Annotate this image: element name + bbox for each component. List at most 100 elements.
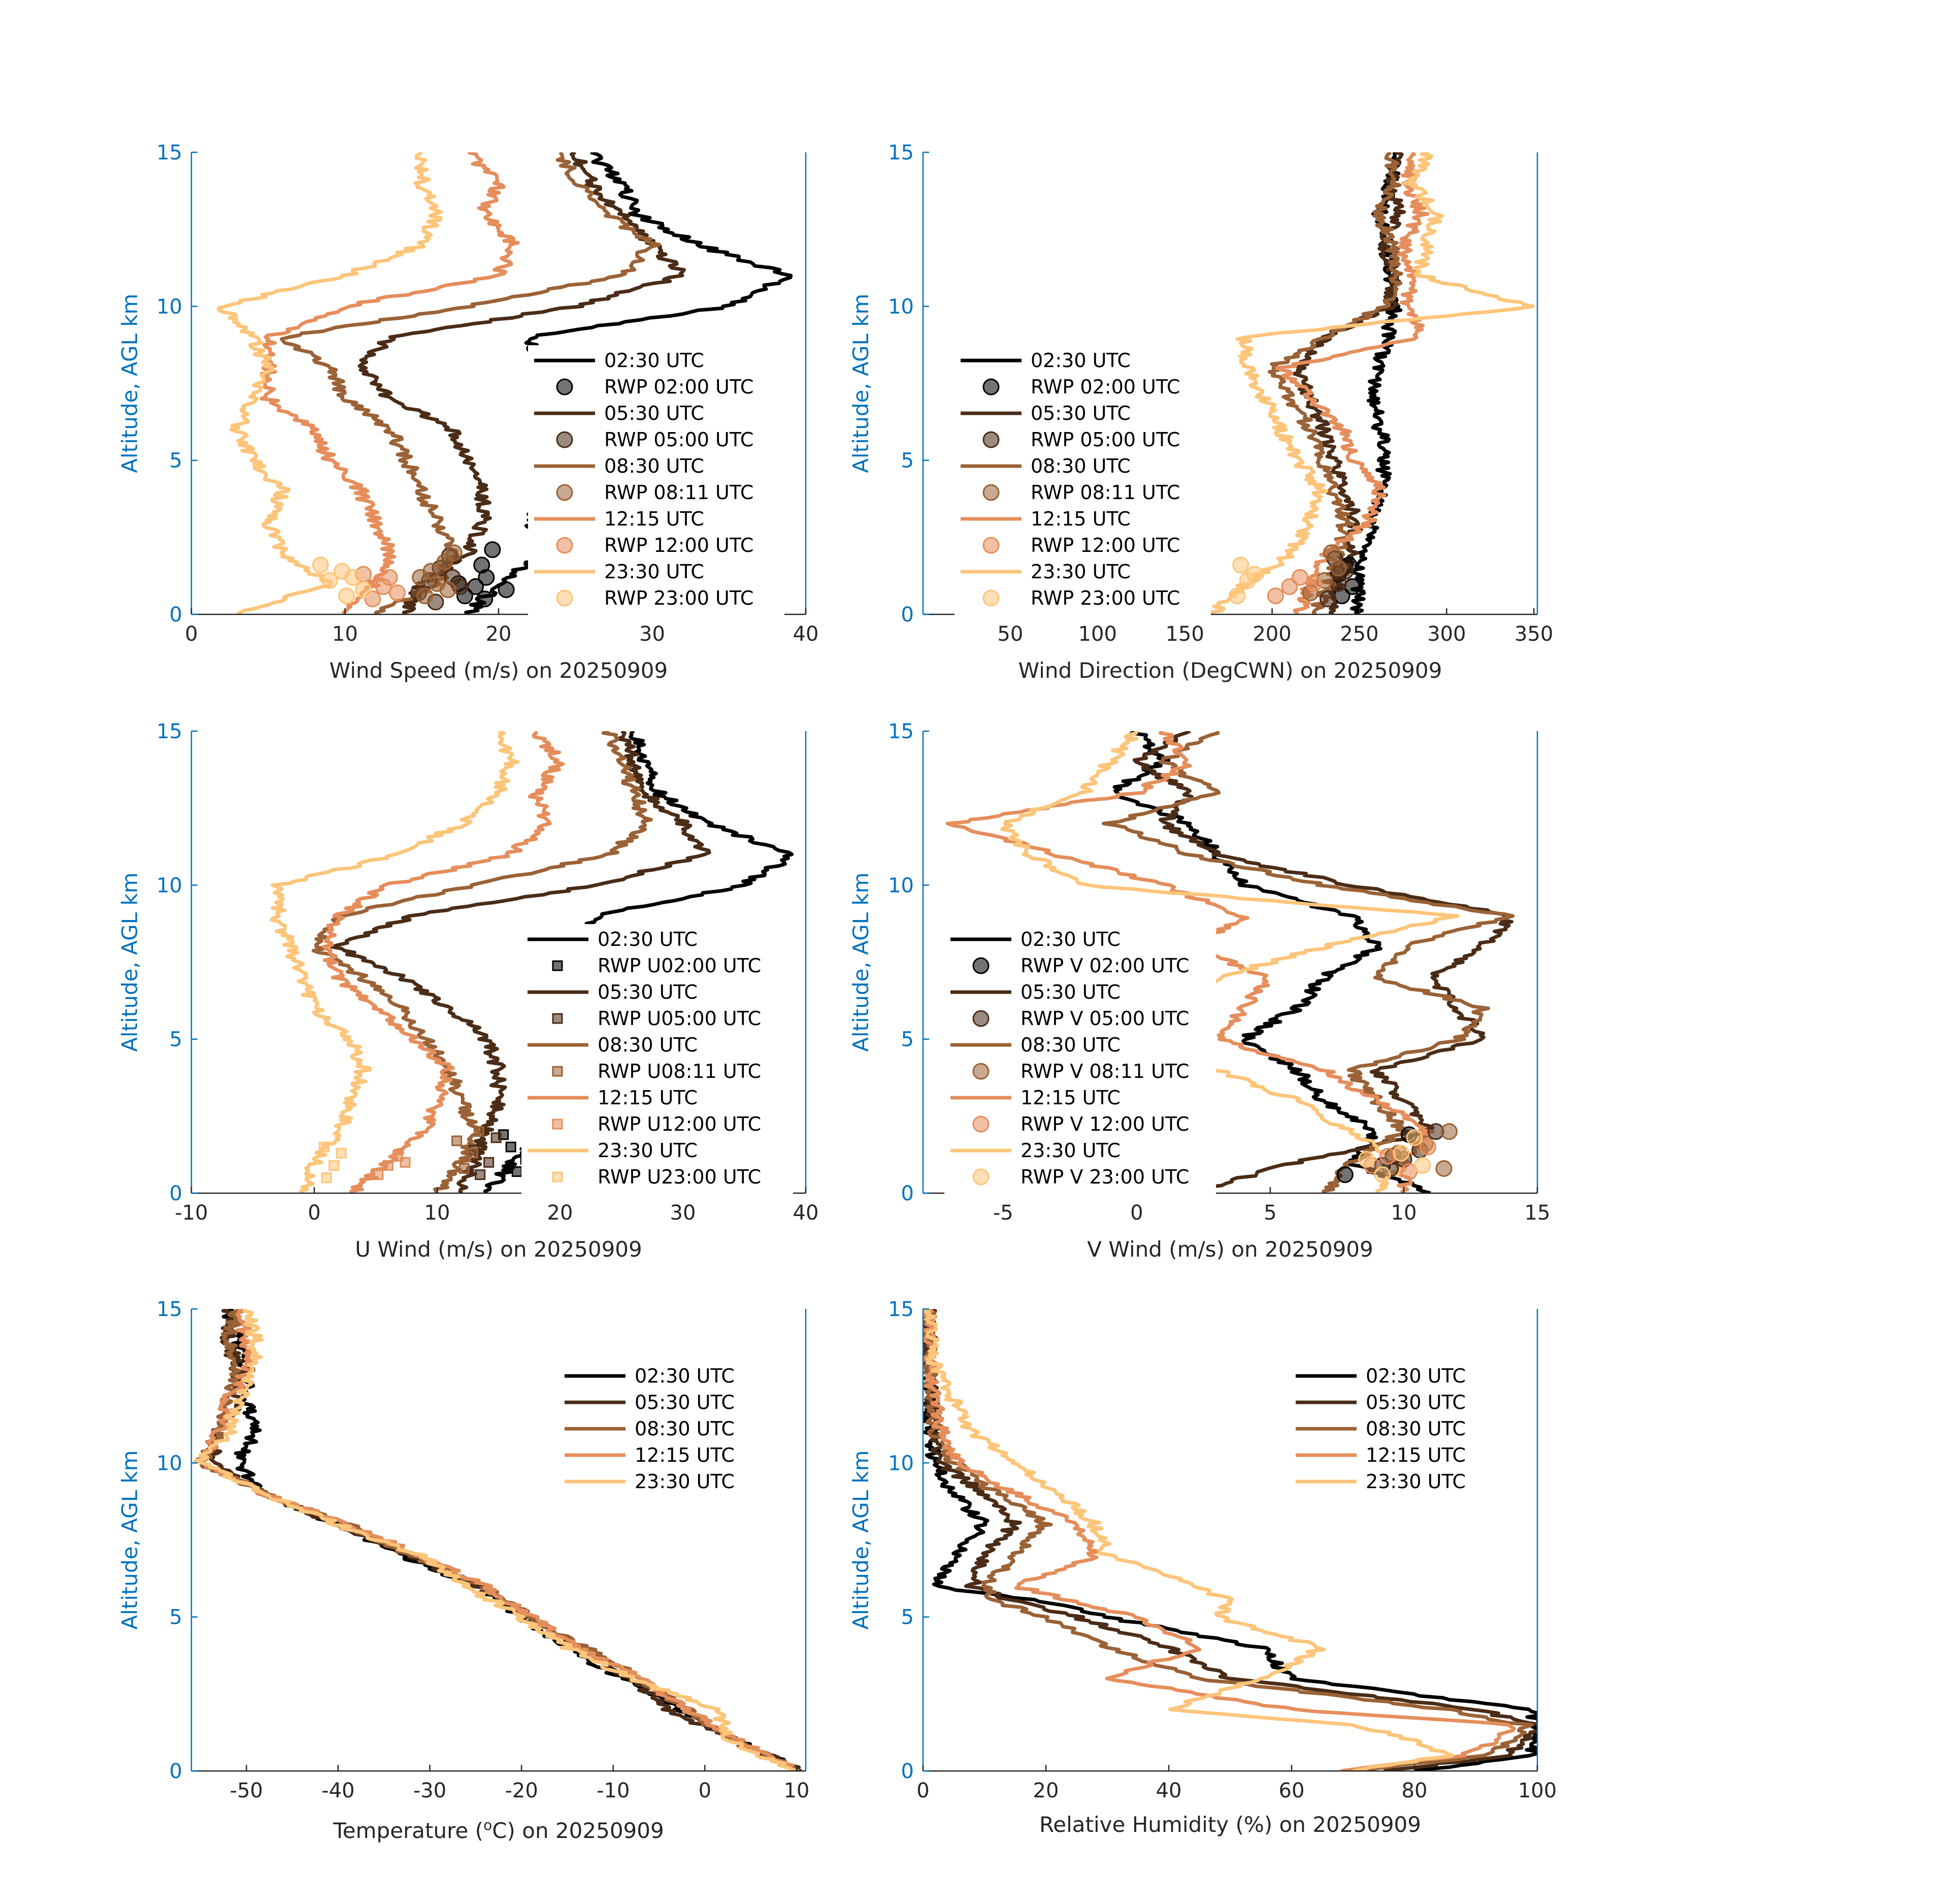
plot-area-v-wind <box>945 731 1515 1193</box>
marker-rwp-12-00-utc <box>1267 587 1284 605</box>
marker-rwp-u12-00-utc <box>400 1157 411 1168</box>
y-tick-label: 10 <box>156 295 182 318</box>
plot-area-temperature <box>193 1309 802 1771</box>
legend-swatch-circle <box>982 484 1000 501</box>
marker-rwp-u08-11-utc <box>473 1126 484 1137</box>
marker-rwp-v-23-00-utc <box>1406 1129 1423 1146</box>
legend-label: RWP U05:00 UTC <box>598 1007 761 1030</box>
y-tick-label: 10 <box>156 874 182 897</box>
legend-label: RWP 08:11 UTC <box>604 481 753 504</box>
marker-rwp-u23-00-utc <box>321 1172 332 1184</box>
x-tick-label: 0 <box>308 1201 320 1225</box>
legend-swatch-square <box>552 1066 563 1077</box>
marker-rwp-08-11-utc <box>416 587 434 605</box>
y-tick-label: 0 <box>901 1760 914 1783</box>
x-tick-label: 40 <box>793 622 819 646</box>
marker-rwp-08-11-utc <box>445 544 463 562</box>
x-axis-title-temperature-post: C) on 20250909 <box>492 1818 664 1843</box>
y-tick-label: 10 <box>888 295 914 318</box>
legend-label: 02:30 UTC <box>1031 349 1131 372</box>
series-line-05-30-utc <box>923 1309 1537 1771</box>
legend-label: 02:30 UTC <box>604 349 704 372</box>
marker-rwp-02-00-utc <box>1344 578 1361 595</box>
legend-swatch-circle <box>556 484 573 501</box>
legend-swatch-square <box>552 1119 563 1130</box>
y-tick-label: 5 <box>901 1028 914 1052</box>
y-axis-title-relative-humidity: Altitude, AGL km <box>848 1450 873 1629</box>
y-tick-label: 0 <box>170 603 182 627</box>
series-line-23-30-utc <box>270 731 520 1193</box>
legend-label: 02:30 UTC <box>598 928 698 950</box>
marker-rwp-02-00-utc <box>476 590 493 608</box>
y-tick-label: 5 <box>901 449 914 473</box>
legend-swatch-circle <box>982 589 1000 607</box>
legend-swatch-circle <box>972 1063 990 1080</box>
legend-label: 12:15 UTC <box>1021 1087 1121 1109</box>
legend-label: 05:30 UTC <box>604 402 704 424</box>
legend-label: RWP V 12:00 UTC <box>1021 1113 1189 1135</box>
plot-area-relative-humidity <box>923 1309 1537 1771</box>
x-axis-title-temperature-pre: Temperature ( <box>333 1818 483 1843</box>
legend-wind-direction: 02:30 UTC RWP 02:00 UTC 05:30 UTC RWP 05:00… <box>954 345 1211 617</box>
series-line-02-30-utc <box>923 1309 1537 1771</box>
legend-swatch-circle <box>972 1115 990 1133</box>
legend-label: RWP V 05:00 UTC <box>1021 1007 1189 1030</box>
marker-rwp-23-00-utc <box>312 556 329 574</box>
x-tick-label: 20 <box>1033 1779 1059 1802</box>
x-axis-title-v-wind: V Wind (m/s) on 20250909 <box>1087 1237 1373 1262</box>
y-axis-title-wind-speed: Altitude, AGL km <box>117 293 142 473</box>
x-tick-label: 50 <box>997 622 1023 646</box>
legend-label: RWP 05:00 UTC <box>1031 429 1180 451</box>
x-tick-label: 0 <box>699 1779 711 1802</box>
marker-rwp-u08-11-utc <box>467 1147 478 1159</box>
legend-label: 08:30 UTC <box>604 455 704 477</box>
legend-label: 23:30 UTC <box>1366 1470 1466 1493</box>
legend-label: RWP U08:11 UTC <box>598 1060 761 1082</box>
legend-swatch-square <box>552 1013 563 1024</box>
marker-rwp-v-08-11-utc <box>1435 1160 1453 1177</box>
y-tick-label: 0 <box>170 1760 182 1783</box>
x-tick-label: 30 <box>639 622 665 646</box>
x-axis-title-relative-humidity: Relative Humidity (%) on 20250909 <box>1039 1812 1421 1837</box>
x-tick-label: 100 <box>1078 622 1117 646</box>
legend-label: 12:15 UTC <box>1031 508 1131 530</box>
marker-rwp-v-23-00-utc <box>1358 1151 1375 1168</box>
panel-relative-humidity: 0 20 40 60 80 100 0 5 10 15 Relative Humidity (%)… <box>848 1298 1557 1837</box>
y-tick-label: 10 <box>156 1452 182 1475</box>
x-tick-label: 60 <box>1279 1779 1305 1802</box>
x-tick-label: 300 <box>1427 622 1466 646</box>
marker-rwp-05-00-utc <box>1320 590 1336 608</box>
y-tick-label: 15 <box>888 1298 914 1321</box>
marker-rwp-u08-11-utc <box>458 1163 470 1174</box>
marker-rwp-v-08-11-utc <box>1440 1123 1458 1140</box>
y-tick-label: 10 <box>888 1452 914 1475</box>
marker-rwp-u02-00-utc <box>511 1166 522 1177</box>
marker-rwp-12-00-utc <box>1292 569 1308 586</box>
x-tick-label: 100 <box>1518 1779 1557 1802</box>
x-tick-label: 15 <box>1525 1201 1551 1225</box>
series-line-05-30-utc <box>330 731 711 1193</box>
x-tick-label: -10 <box>175 1201 208 1225</box>
legend-label: 08:30 UTC <box>598 1034 698 1056</box>
x-tick-label: 200 <box>1253 622 1291 646</box>
y-axis-title-v-wind: Altitude, AGL km <box>848 872 873 1052</box>
marker-rwp-08-11-utc <box>412 569 429 586</box>
x-axis-title-temperature: Temperature (oC) on 20250909 <box>333 1817 664 1843</box>
series-line-08-30-utc <box>280 152 662 614</box>
legend-swatch-circle <box>556 431 573 448</box>
y-tick-label: 5 <box>170 1606 182 1629</box>
legend-label: 23:30 UTC <box>604 561 704 583</box>
legend-label: 05:30 UTC <box>1366 1391 1466 1414</box>
y-tick-label: 15 <box>156 141 182 165</box>
series-line-05-30-utc <box>1132 731 1513 1193</box>
legend-box <box>1290 1361 1503 1501</box>
marker-rwp-u02-00-utc <box>505 1141 516 1153</box>
series-line-23-30-utc <box>923 1309 1455 1771</box>
legend-label: 02:30 UTC <box>635 1365 735 1387</box>
marker-rwp-u05-00-utc <box>490 1132 502 1143</box>
legend-swatch-circle <box>556 378 573 396</box>
x-tick-label: 20 <box>547 1201 573 1225</box>
legend-label: RWP U02:00 UTC <box>598 955 761 977</box>
